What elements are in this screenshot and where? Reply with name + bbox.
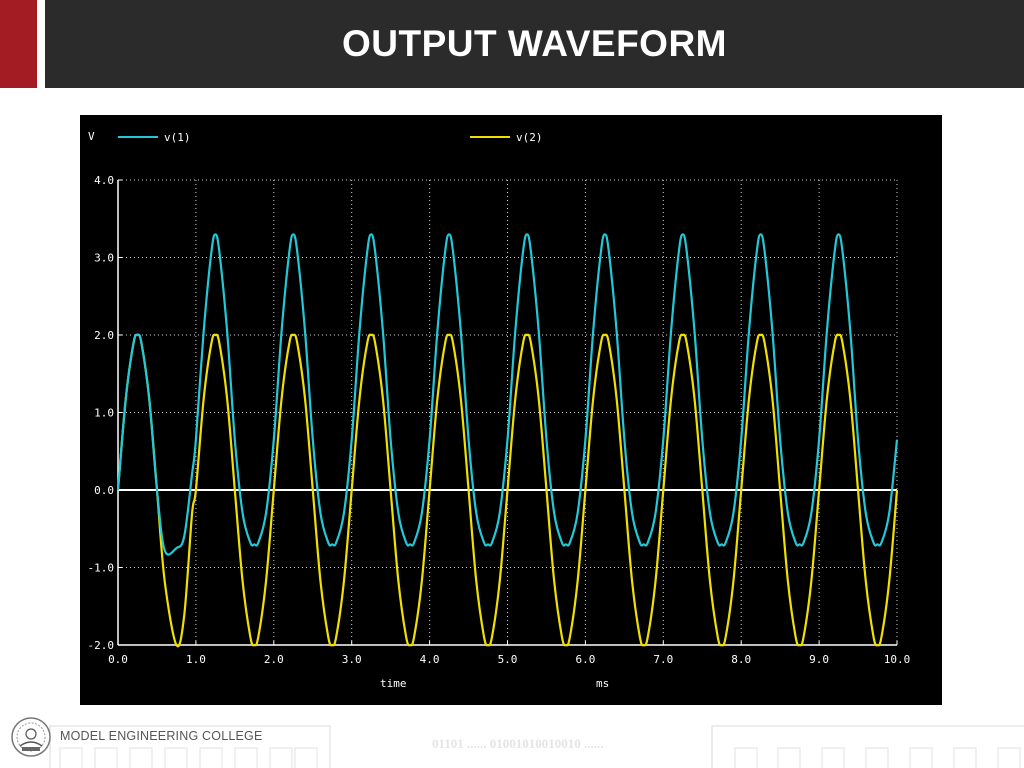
footer-square [777, 747, 801, 768]
y-tick-label: -1.0 [88, 562, 115, 575]
footer-square [734, 747, 758, 768]
x-tick-label: 2.0 [264, 653, 284, 666]
waveform-chart: 0.0 1.0 2.0 3.0 4.0 5.0 6.0 7.0 8.0 9.0 10.0 4.0 3.0… [80, 115, 942, 705]
chart-labels: 0.0 1.0 2.0 3.0 4.0 5.0 6.0 7.0 8.0 9.0 10.0 4.0 3.0… [88, 130, 911, 690]
series-line-v2 [116, 333, 899, 648]
x-tick-label: 0.0 [108, 653, 128, 666]
y-tick-label: 4.0 [94, 174, 114, 187]
title-bar: OUTPUT WAVEFORM [0, 0, 1024, 88]
footer-square [821, 747, 845, 768]
college-name: MODEL ENGINEERING COLLEGE [60, 729, 263, 743]
legend-label: v(1) [164, 131, 191, 144]
y-tick-label: 1.0 [94, 407, 114, 420]
footer: MODEL ENGINEERING COLLEGE 01101 ...... 0… [0, 712, 1024, 768]
x-axis-label: time [380, 677, 407, 690]
y-tick-label: -2.0 [88, 639, 115, 652]
footer-square [294, 747, 318, 768]
y-tick-label: 2.0 [94, 329, 114, 342]
footer-square [865, 747, 889, 768]
accent-block [0, 0, 37, 88]
y-tick-label: 0.0 [94, 484, 114, 497]
accent-divider [37, 0, 45, 88]
x-tick-label: 3.0 [342, 653, 362, 666]
x-tick-label: 1.0 [186, 653, 206, 666]
footer-square [164, 747, 188, 768]
series-group [116, 233, 899, 648]
footer-square [234, 747, 258, 768]
footer-decoration [49, 725, 1024, 768]
binary-watermark: 01101 ...... 01001010010010 ...... [432, 736, 604, 751]
series-line-v1 [116, 233, 899, 556]
page-title: OUTPUT WAVEFORM [341, 23, 727, 64]
footer-square [94, 747, 118, 768]
x-tick-label: 6.0 [575, 653, 595, 666]
x-tick-label: 8.0 [731, 653, 751, 666]
x-tick-label: 9.0 [809, 653, 829, 666]
footer-square [953, 747, 977, 768]
chart-canvas: 0.0 1.0 2.0 3.0 4.0 5.0 6.0 7.0 8.0 9.0 10.0 4.0 3.0… [88, 130, 911, 690]
grid-lines [118, 179, 898, 645]
x-axis-unit-label: ms [596, 677, 609, 690]
x-tick-label: 7.0 [653, 653, 673, 666]
y-axis-label: V [88, 130, 95, 143]
y-tick-label: 3.0 [94, 252, 114, 265]
footer-square [997, 747, 1021, 768]
x-tick-label: 10.0 [884, 653, 911, 666]
x-tick-label: 4.0 [420, 653, 440, 666]
footer-square [129, 747, 153, 768]
footer-square [199, 747, 223, 768]
x-tick-label: 5.0 [498, 653, 518, 666]
legend-label: v(2) [516, 131, 543, 144]
college-logo-icon [10, 716, 52, 758]
footer-square [909, 747, 933, 768]
footer-square [269, 747, 293, 768]
footer-square [59, 747, 83, 768]
